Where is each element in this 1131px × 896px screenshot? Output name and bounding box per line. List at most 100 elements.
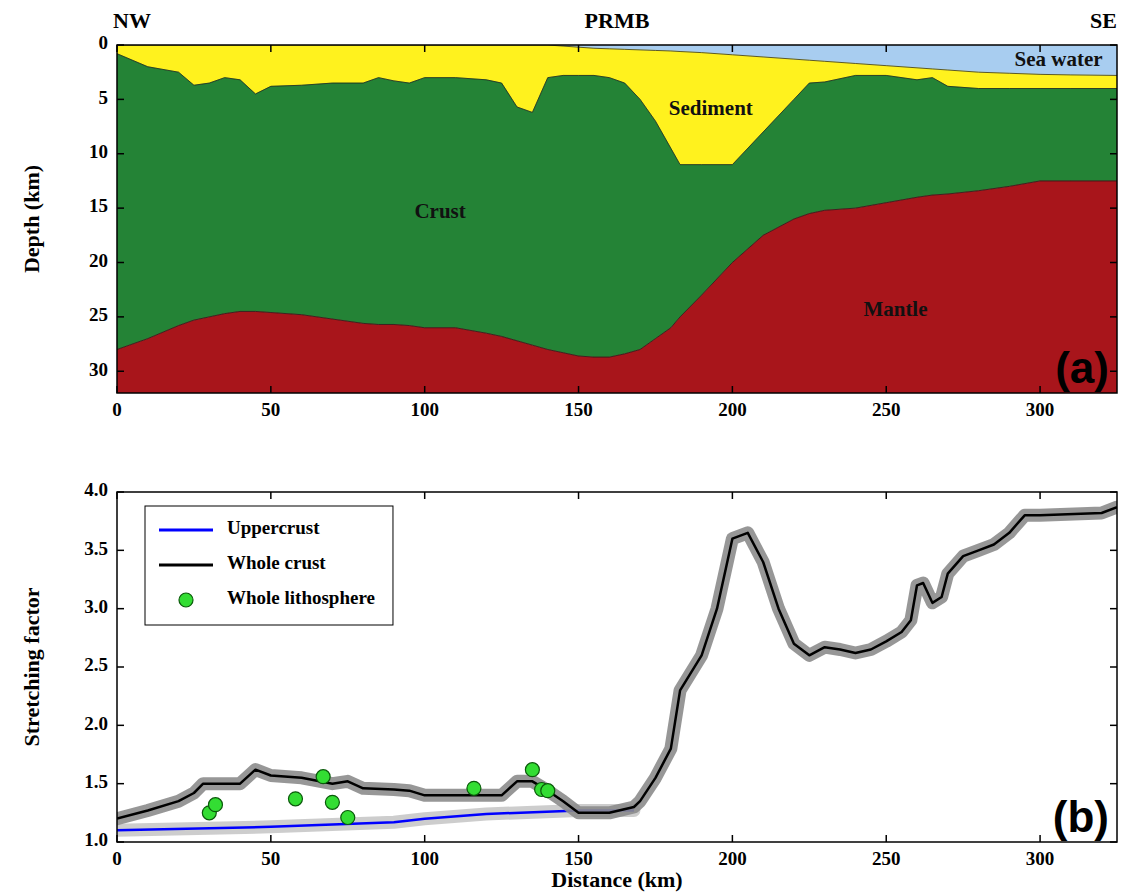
y-tick	[117, 207, 124, 209]
x-tick-label: 0	[112, 848, 122, 869]
y-tick-label: 2.0	[84, 713, 108, 734]
legend-label: Whole lithosphere	[227, 587, 375, 608]
y-tick-label: 30	[89, 359, 108, 380]
x-tick	[1039, 492, 1041, 499]
x-tick-label: 150	[564, 399, 593, 420]
plot-frame	[117, 45, 1117, 393]
x-tick-label: 200	[718, 399, 747, 420]
legend: Uppercrust Whole crust Whole lithosphere	[145, 506, 393, 625]
legend-swatch	[159, 564, 213, 567]
x-tick	[424, 835, 426, 842]
title: PRMB	[585, 8, 650, 33]
line-halo	[117, 811, 634, 831]
x-tick-label: 250	[872, 399, 901, 420]
point	[325, 795, 339, 809]
point	[525, 763, 539, 777]
x-tick-label: 300	[1026, 848, 1055, 869]
x-tick	[885, 492, 887, 499]
x-tick-label: 50	[261, 399, 280, 420]
x-tick	[270, 45, 272, 52]
y-tick	[1110, 262, 1117, 264]
y-tick	[117, 99, 124, 101]
x-axis-title: Distance (km)	[551, 867, 682, 892]
y-tick	[1110, 666, 1117, 668]
series-group	[117, 507, 1117, 830]
y-tick-label: 20	[89, 250, 108, 271]
x-tick	[578, 45, 580, 52]
y-tick	[1110, 550, 1117, 552]
y-tick	[1110, 316, 1117, 318]
titles: NW PRMB SE	[113, 8, 1117, 33]
y-axis-title: Depth (km)	[19, 165, 44, 273]
x-tick	[732, 386, 734, 393]
x-tick	[732, 45, 734, 52]
legend-label: Whole crust	[227, 552, 326, 573]
x-tick	[578, 386, 580, 393]
x-tick	[270, 492, 272, 499]
x-tick-label: 100	[410, 848, 439, 869]
layer-boundary	[117, 181, 1117, 357]
y-tick-label: 1.5	[84, 771, 108, 792]
y-tick	[117, 550, 124, 552]
right-title: SE	[1090, 8, 1117, 33]
x-tick	[885, 45, 887, 52]
x-tick-label: 0	[112, 399, 122, 420]
point	[208, 798, 222, 812]
y-tick	[1110, 725, 1117, 727]
y-tick-label: 3.0	[84, 596, 108, 617]
panel-label: (a)	[1055, 343, 1109, 392]
line	[117, 811, 634, 831]
plot-frame	[117, 492, 1117, 842]
x-tick	[1039, 45, 1041, 52]
y-tick	[1110, 207, 1117, 209]
x-tick	[732, 835, 734, 842]
y-tick-label: 10	[89, 141, 108, 162]
x-tick	[578, 835, 580, 842]
y-tick	[1110, 371, 1117, 373]
y-tick-label: 25	[89, 304, 108, 325]
y-axis-title: Stretching factor	[19, 587, 44, 746]
layer-boundary	[117, 54, 1117, 165]
y-tick-label: 2.5	[84, 654, 108, 675]
y-tick	[117, 783, 124, 785]
y-tick-label: 1.0	[84, 829, 108, 850]
figure: Sea waterSedimentCrustMantleNWPRMBSE0501…	[0, 0, 1131, 896]
x-tick	[424, 492, 426, 499]
x-tick	[424, 386, 426, 393]
y-tick	[1110, 783, 1117, 785]
x-tick-label: 250	[872, 848, 901, 869]
layer-boundary	[117, 45, 1117, 75]
x-tick	[1039, 386, 1041, 393]
x-tick	[885, 386, 887, 393]
x-tick-label: 100	[410, 399, 439, 420]
legend-label: Uppercrust	[227, 517, 320, 538]
layer-label: Sediment	[669, 96, 753, 120]
x-tick	[732, 492, 734, 499]
panel-label: (b)	[1053, 792, 1109, 841]
x-tick-label: 200	[718, 848, 747, 869]
axes: 050100150200250300051015202530Depth (km)…	[19, 32, 1117, 420]
layers	[117, 45, 1117, 393]
y-tick	[117, 316, 124, 318]
line-halo	[117, 507, 1117, 819]
figure-root: Sea waterSedimentCrustMantleNWPRMBSE0501…	[0, 0, 1131, 896]
point	[288, 792, 302, 806]
left-title: NW	[113, 8, 151, 33]
x-tick-label: 150	[564, 848, 593, 869]
x-tick	[885, 835, 887, 842]
y-tick-label: 5	[99, 87, 109, 108]
line	[117, 507, 1117, 819]
y-tick	[117, 153, 124, 155]
legend-swatch	[159, 529, 213, 532]
y-tick	[117, 262, 124, 264]
y-tick	[117, 725, 124, 727]
legend-box	[145, 506, 393, 625]
y-tick-label: 15	[89, 195, 108, 216]
y-tick	[117, 608, 124, 610]
point	[467, 781, 481, 795]
x-tick-label: 300	[1026, 399, 1055, 420]
layer-label: Crust	[414, 199, 465, 223]
y-tick-label: 4.0	[84, 479, 108, 500]
y-tick	[1110, 608, 1117, 610]
layer-label: Mantle	[863, 297, 927, 321]
